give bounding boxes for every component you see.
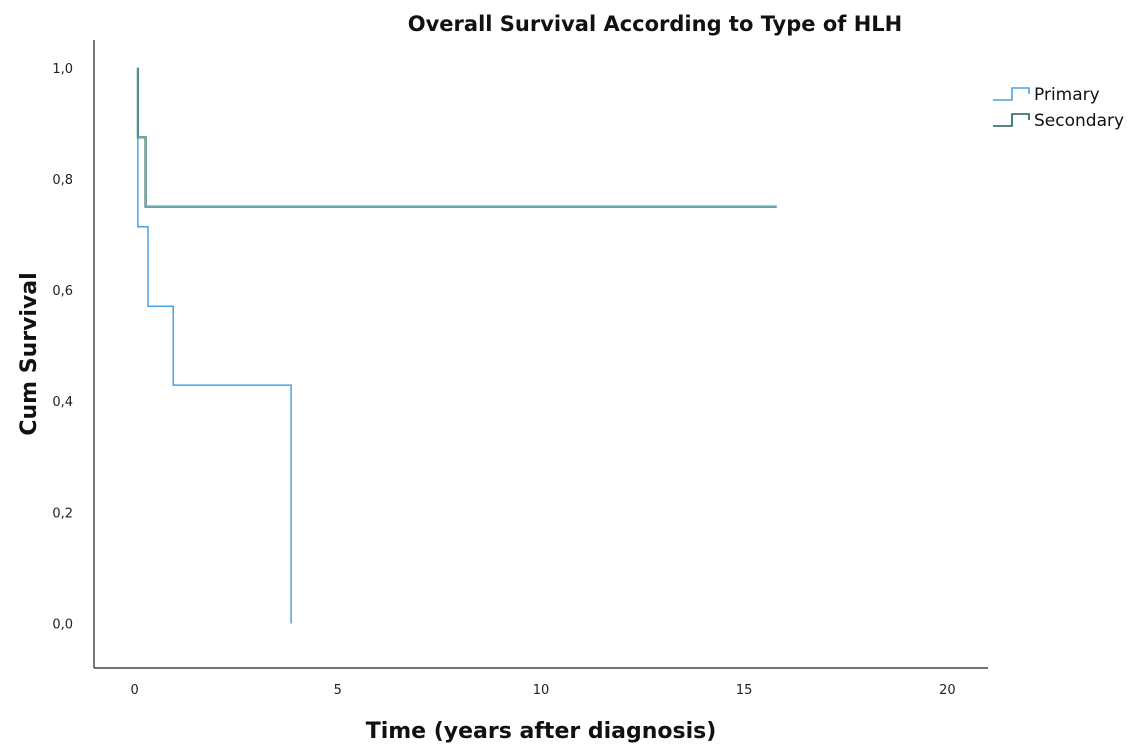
y-tick-label: 1,0 (52, 62, 73, 77)
axes (93, 40, 988, 669)
legend-secondary-swatch (993, 113, 1030, 127)
x-tick-label: 15 (736, 683, 753, 698)
x-axis-title: Time (years after diagnosis) (366, 719, 717, 744)
chart-title: Overall Survival According to Type of HL… (408, 12, 902, 36)
x-tick-label: 10 (533, 683, 550, 698)
primary-survival-line (137, 67, 292, 624)
x-tick-label: 0 (130, 683, 138, 698)
x-tick-label: 5 (334, 683, 342, 698)
x-tick-labels: 0 5 10 15 20 (130, 683, 955, 698)
secondary-survival-line-highlight (137, 67, 777, 208)
secondary-survival-line (136, 67, 777, 208)
y-tick-label: 0,6 (52, 284, 73, 299)
y-tick-label: 0,8 (52, 173, 73, 188)
legend-primary-label: Primary (1034, 85, 1100, 105)
y-tick-labels: 0,0 0,2 0,4 0,6 0,8 1,0 (52, 62, 73, 633)
y-tick-label: 0,0 (52, 618, 73, 633)
series-lines (136, 67, 777, 624)
y-axis-title: Cum Survival (17, 272, 42, 435)
legend-primary-swatch (993, 87, 1030, 101)
x-tick-label: 20 (939, 683, 956, 698)
y-tick-label: 0,2 (52, 506, 73, 521)
legend-secondary-label: Secondary (1034, 111, 1124, 131)
legend: Primary Secondary (993, 85, 1124, 131)
y-tick-label: 0,4 (52, 395, 73, 410)
